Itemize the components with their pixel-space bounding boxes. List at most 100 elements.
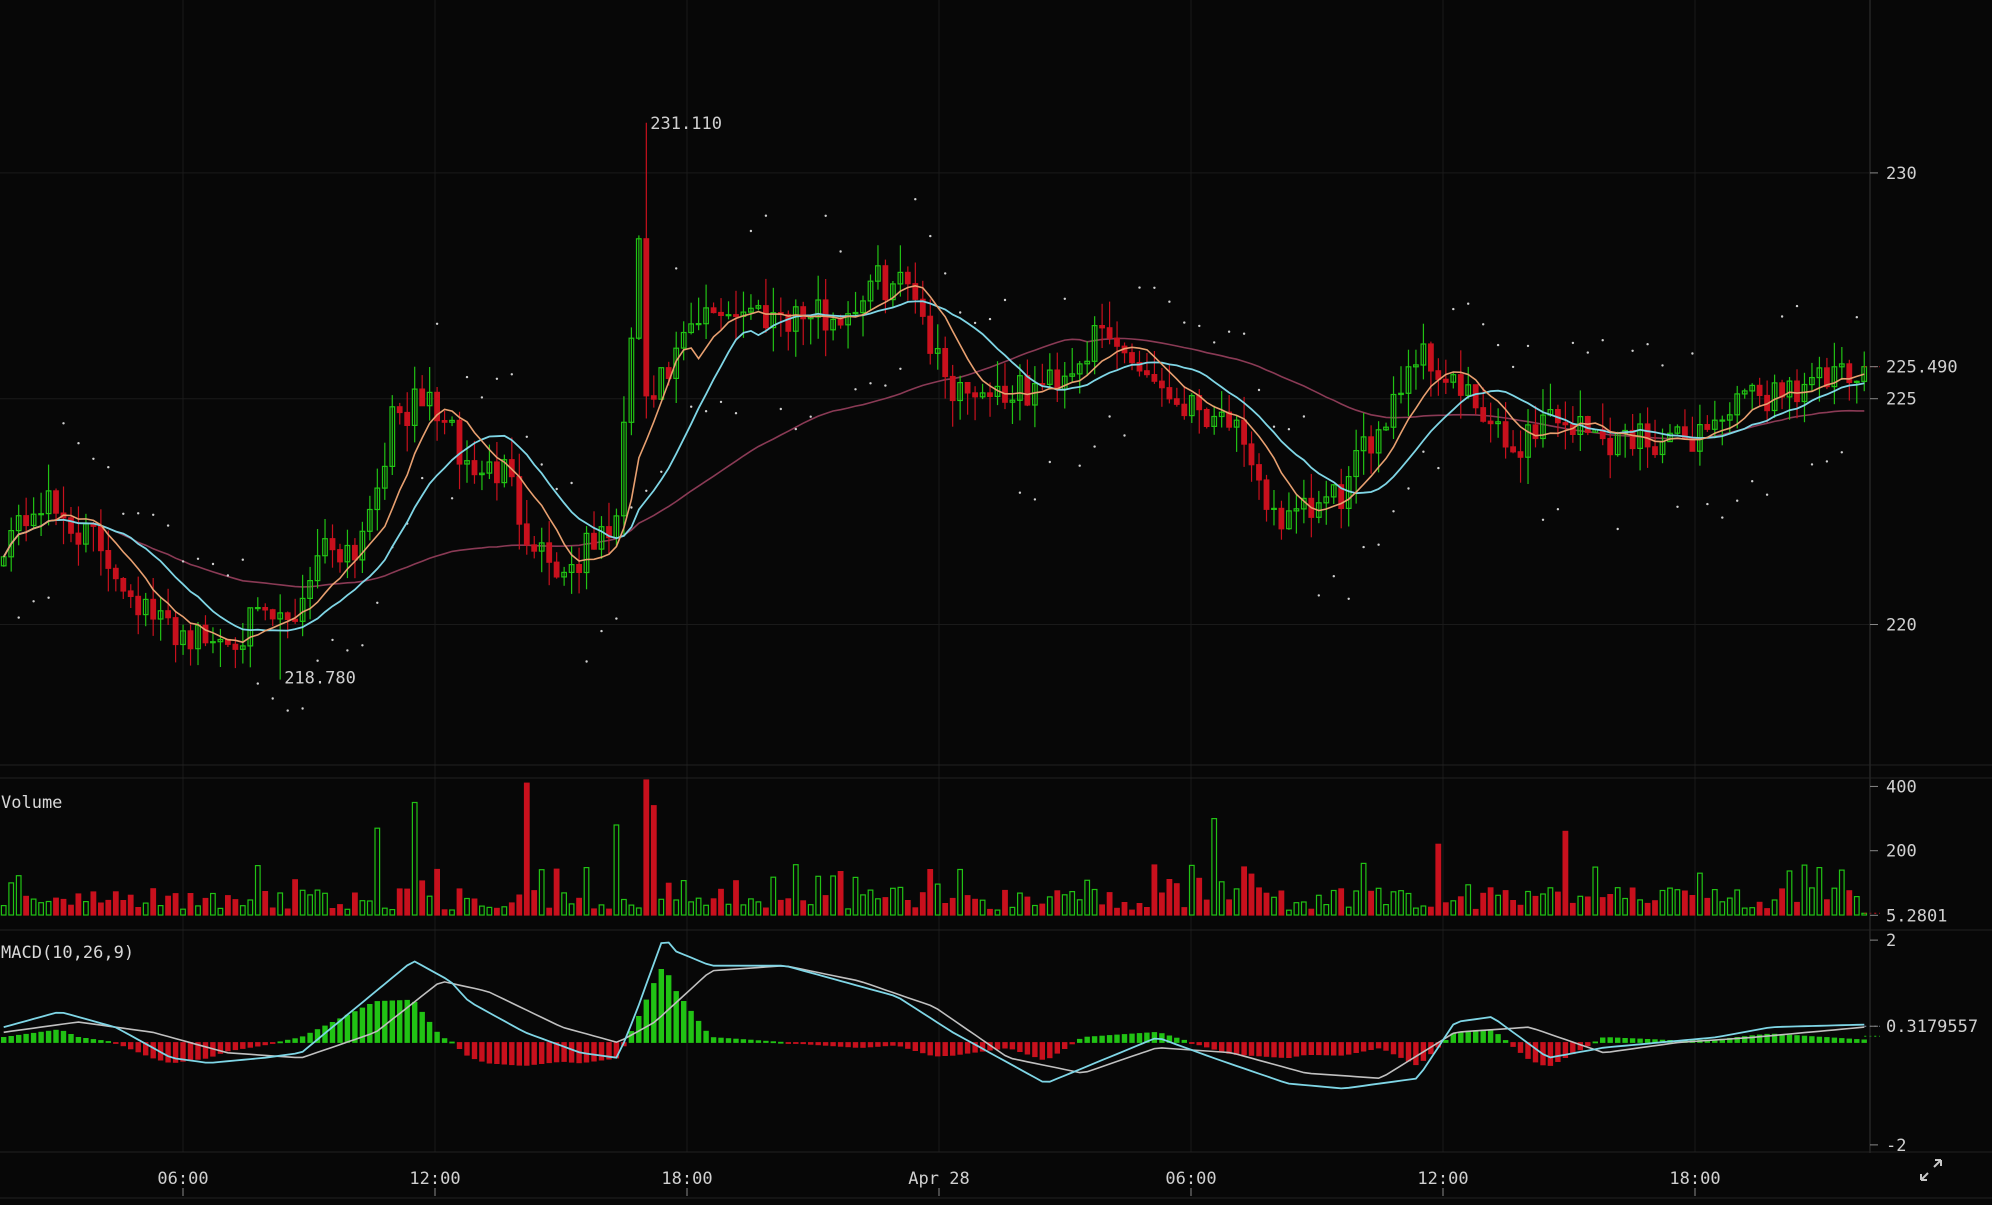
- macd-histogram-bar: [1181, 1039, 1187, 1043]
- candle: [23, 497, 29, 542]
- macd-histogram-bar: [479, 1042, 485, 1062]
- candle: [583, 526, 590, 590]
- macd-histogram-bar: [561, 1042, 567, 1062]
- volume-bar: [150, 888, 157, 916]
- volume-bar: [299, 889, 306, 916]
- volume-bar: [1308, 908, 1315, 916]
- volume-bar: [1420, 905, 1427, 916]
- candle-body: [1711, 419, 1718, 430]
- candle: [337, 543, 343, 573]
- candle: [1173, 387, 1180, 407]
- sar-dot: [271, 697, 274, 700]
- volume-bar: [352, 892, 358, 916]
- volume-bar: [1674, 889, 1681, 916]
- volume-bar: [1532, 895, 1539, 916]
- candle-body: [1046, 369, 1053, 386]
- volume-bar: [97, 902, 104, 916]
- candle: [1599, 403, 1606, 446]
- macd-histogram-bar: [1756, 1034, 1763, 1043]
- macd-tick-label: 2: [1886, 931, 1896, 951]
- sar-dot: [1586, 351, 1590, 354]
- volume-bar: [1465, 884, 1472, 916]
- candle-body: [299, 597, 306, 622]
- volume-bar: [1614, 887, 1621, 916]
- volume-bar: [292, 879, 298, 916]
- candle-body: [1353, 450, 1360, 478]
- candle: [688, 302, 694, 335]
- candle-body: [591, 532, 597, 550]
- candle-body: [172, 617, 179, 646]
- sar-dot: [1721, 516, 1724, 519]
- candle-body: [673, 347, 680, 380]
- candle: [1838, 347, 1845, 380]
- candle-body: [262, 606, 269, 611]
- candle: [553, 552, 560, 579]
- macd-histogram-bar: [1189, 1042, 1195, 1044]
- macd-histogram-bar: [1585, 1042, 1591, 1047]
- volume-bar: [389, 908, 396, 916]
- volume-bar: [1540, 893, 1546, 916]
- candle: [792, 299, 799, 357]
- macd-histogram-bar: [695, 1020, 702, 1043]
- volume-bar: [1502, 890, 1509, 916]
- volume-bar: [8, 882, 15, 916]
- macd-histogram-bar: [815, 1042, 821, 1046]
- candle-body: [112, 567, 119, 580]
- volume-bar: [1487, 887, 1494, 916]
- sar-dot: [839, 250, 842, 253]
- macd-histogram-bar: [994, 1042, 1001, 1050]
- candle-body: [1465, 384, 1472, 396]
- sar-dot: [794, 427, 797, 431]
- volume-bar: [217, 907, 224, 916]
- candle: [254, 597, 261, 612]
- candle-body: [1674, 426, 1681, 434]
- volume-bar: [127, 894, 134, 916]
- macd-histogram-bar: [591, 1042, 597, 1062]
- macd-line: [3, 941, 1865, 1090]
- candle-body: [1831, 366, 1838, 388]
- volume-bar: [1256, 887, 1262, 916]
- volume-bar: [486, 906, 493, 916]
- sar-dot: [884, 384, 887, 387]
- candle-body: [1084, 360, 1091, 365]
- candle-body: [576, 563, 582, 573]
- fullscreen-expand-icon[interactable]: [1918, 1157, 1944, 1183]
- time-tick-label: 12:00: [1417, 1169, 1468, 1189]
- candle-body: [1562, 422, 1569, 426]
- sar-dot: [1377, 543, 1380, 546]
- sar-dot: [1033, 498, 1037, 501]
- candle: [1143, 353, 1150, 378]
- macd-histogram-bar: [53, 1029, 59, 1043]
- volume-bar: [695, 897, 702, 916]
- candle: [105, 530, 112, 592]
- macd-histogram-bar: [255, 1042, 261, 1047]
- volume-bar: [1764, 908, 1771, 916]
- candle: [912, 262, 919, 314]
- volume-bar: [1330, 889, 1337, 916]
- sar-dot: [914, 198, 917, 201]
- volume-bar: [1263, 892, 1270, 916]
- volume-bar: [508, 902, 515, 916]
- volume-pane[interactable]: [0, 779, 1880, 916]
- volume-bar: [1046, 896, 1053, 916]
- candle: [523, 500, 530, 555]
- high-price-label: 231.110: [650, 114, 722, 134]
- macd-histogram-bar: [516, 1042, 522, 1066]
- candle-body: [1203, 409, 1210, 428]
- candle: [1704, 415, 1711, 432]
- candle: [1652, 419, 1658, 458]
- macd-histogram-bar: [882, 1042, 889, 1047]
- candle-body: [1667, 432, 1673, 443]
- candle-body: [329, 538, 336, 551]
- macd-histogram-bar: [1570, 1042, 1576, 1055]
- macd-histogram-bar: [1831, 1037, 1838, 1043]
- candle: [389, 395, 396, 475]
- price-pane[interactable]: 231.110 218.780: [0, 114, 1880, 712]
- candle-body: [1480, 407, 1487, 422]
- candle-body: [718, 311, 724, 317]
- macd-histogram-bar: [382, 1000, 388, 1043]
- macd-histogram-bar: [1487, 1029, 1494, 1043]
- macd-pane[interactable]: [0, 941, 1880, 1090]
